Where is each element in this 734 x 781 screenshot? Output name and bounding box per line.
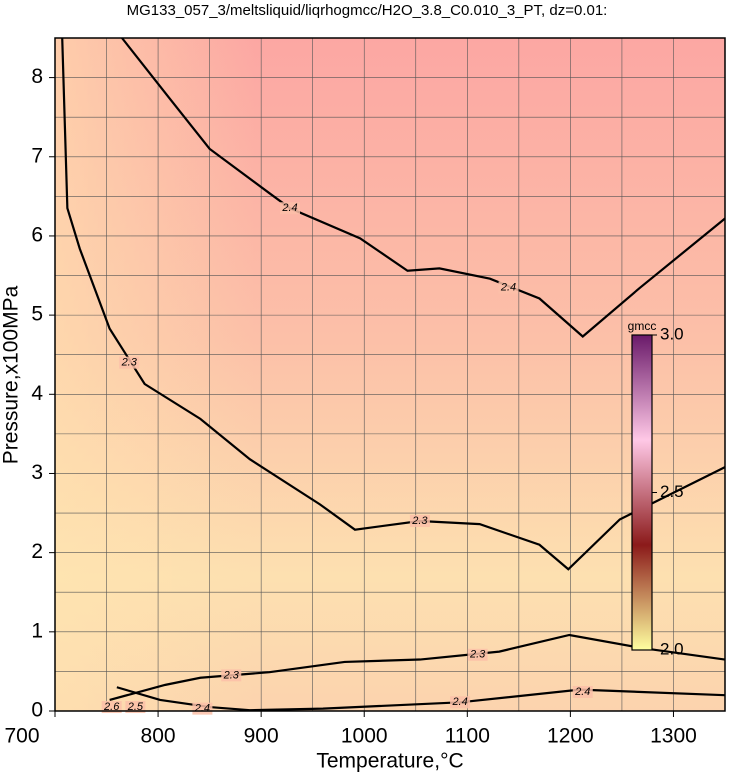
y-tick-label: 5 <box>31 303 43 326</box>
y-tick-label: 3 <box>31 461 43 484</box>
x-tick-label: 1100 <box>445 725 490 748</box>
colorbar: gmcc 2.0 2.5 3.0 <box>628 319 684 658</box>
x-tick-label: 1200 <box>547 725 594 748</box>
contour-label: 2.6 <box>103 701 120 713</box>
chart-title: MG133_057_3/meltsliquid/liqrhogmcc/H2O_3… <box>127 2 608 19</box>
contour-label-bg <box>101 701 122 714</box>
colorbar-bar <box>631 334 653 651</box>
y-tick-label: 6 <box>31 223 43 246</box>
y-tick-label: 4 <box>31 382 43 405</box>
contour-line <box>116 686 726 712</box>
contour-label: 2.4 <box>281 202 297 214</box>
x-tick-label: 800 <box>141 725 176 748</box>
contour-label-bg <box>467 648 488 661</box>
y-tick-label: 1 <box>31 619 43 642</box>
x-tick-label: 700 <box>4 725 39 748</box>
contour-label: 2.4 <box>500 281 516 293</box>
colorbar-tick-label: 2.5 <box>660 482 684 501</box>
x-tick-label: 1300 <box>650 725 697 748</box>
contour-label: 2.5 <box>127 701 144 713</box>
contour-label-bg <box>280 202 301 215</box>
colorbar-tick-label: 2.0 <box>660 639 684 658</box>
contour-label-bg <box>221 669 242 682</box>
contour-label: 2.4 <box>574 686 590 698</box>
colorbar-tick-label: 3.0 <box>660 324 684 343</box>
contour-line <box>109 633 726 701</box>
contour-label: 2.3 <box>223 669 240 681</box>
x-axis-label: Temperature,°C <box>316 750 463 773</box>
grid <box>54 38 725 712</box>
plot-frame <box>54 37 726 712</box>
y-axis-label: Pressure,x100MPa <box>0 285 23 464</box>
y-tick-label: 8 <box>31 65 43 88</box>
contour-label-bg <box>572 685 593 698</box>
y-tick-label: 0 <box>31 699 43 722</box>
contour-label: 2.3 <box>469 649 486 661</box>
contour-label: 2.4 <box>194 703 210 715</box>
contour-label-bg <box>409 514 430 527</box>
contour-label-bg <box>498 281 519 294</box>
contour-line <box>121 37 726 338</box>
contour-label-bg <box>119 356 140 369</box>
ticks: 700 800 900 1000 1100 1200 1300 0 1 2 3 4 5 6 7 8 <box>4 65 696 747</box>
contour-label-bg <box>450 696 471 709</box>
contour-label-bg <box>125 701 146 714</box>
x-tick-label: 900 <box>244 725 279 748</box>
contour-line <box>61 37 726 571</box>
contours: 2.4 2.4 2.3 2.3 2.3 2.3 2.4 2.4 2.4 2.5 2.6 <box>61 37 726 715</box>
colorbar-title: gmcc <box>628 319 657 333</box>
y-tick-label: 2 <box>31 540 43 563</box>
contour-label: 2.4 <box>451 696 467 708</box>
contour-label: 2.3 <box>121 357 138 369</box>
contour-label: 2.3 <box>411 515 428 527</box>
plot-shade <box>55 38 725 711</box>
x-tick-label: 1000 <box>341 725 388 748</box>
y-tick-label: 7 <box>31 144 43 167</box>
